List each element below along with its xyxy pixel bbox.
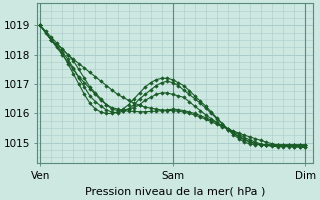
X-axis label: Pression niveau de la mer( hPa ): Pression niveau de la mer( hPa ) [85, 187, 266, 197]
